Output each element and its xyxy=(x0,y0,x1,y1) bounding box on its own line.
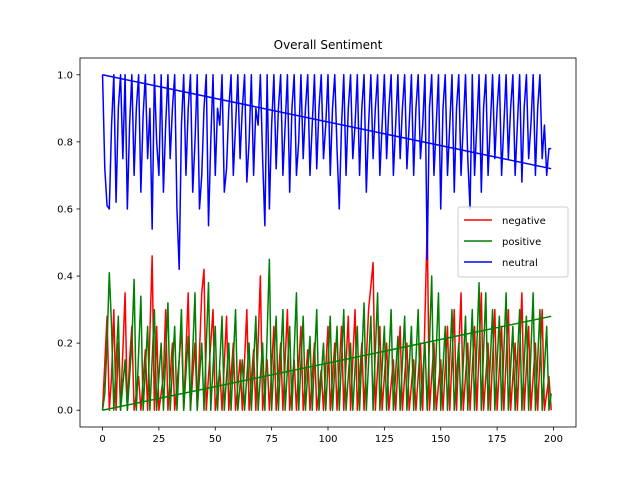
positive-series-line-1 xyxy=(101,258,552,411)
x-tick-label: 200 xyxy=(544,434,563,445)
trend-series-line-3 xyxy=(102,74,552,170)
y-tick-label: 0.6 xyxy=(57,204,73,215)
y-tick-label: 0.8 xyxy=(57,137,73,148)
legend: negative positive neutral xyxy=(457,206,569,278)
y-tick-label: 0.4 xyxy=(57,272,73,283)
chart-title: Overall Sentiment xyxy=(274,38,383,52)
neutral-series-line-2 xyxy=(101,74,552,271)
y-tick-label: 1.0 xyxy=(57,70,73,81)
x-tick-label: 125 xyxy=(375,434,394,445)
trend-series-line-4 xyxy=(102,315,552,411)
legend-label-positive: positive xyxy=(502,237,541,248)
x-tick-label: 150 xyxy=(431,434,450,445)
y-tick-label: 0.2 xyxy=(57,339,73,350)
legend-box xyxy=(457,206,569,278)
x-tick-label: 175 xyxy=(488,434,507,445)
y-tick-label: 0.0 xyxy=(57,406,73,417)
x-tick-label: 75 xyxy=(265,434,278,445)
x-tick-label: 0 xyxy=(99,434,105,445)
x-tick-label: 50 xyxy=(209,434,222,445)
x-tick-label: 100 xyxy=(318,434,337,445)
x-tick-label: 25 xyxy=(153,434,166,445)
series-layer xyxy=(101,74,552,411)
legend-label-negative: negative xyxy=(502,216,546,227)
legend-label-neutral: neutral xyxy=(502,258,538,269)
axes-layer: 0 25 50 75 100 125 150 175 200 0.0 0.2 0.4 0.6 0.8 1.0 xyxy=(57,57,577,445)
